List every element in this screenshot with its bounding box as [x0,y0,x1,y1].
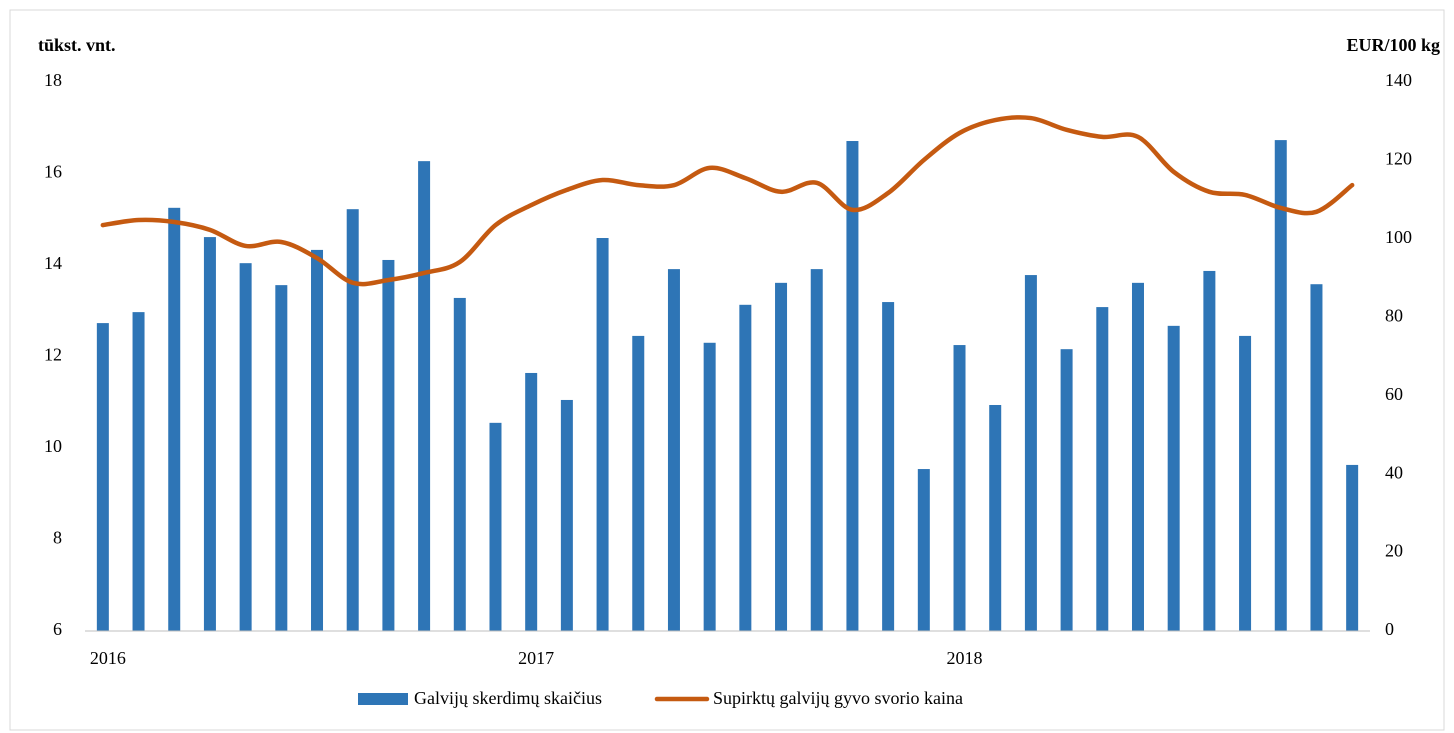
x-tick-label: 2017 [518,648,554,668]
bar [1239,335,1252,631]
line [100,115,1355,287]
y-tick-label: 10 [44,436,62,456]
bar [96,323,109,631]
bar [311,249,324,631]
x-tick-label: 2016 [90,648,126,668]
bar [275,285,288,631]
y-tick-label: 18 [44,70,62,90]
y-tick-label: 6 [53,619,62,639]
y-tick-label: 8 [53,528,62,548]
bar [418,161,431,631]
bar [1131,282,1144,631]
bar [1274,140,1287,632]
bar [739,304,752,631]
bar [917,469,930,631]
bar [703,342,716,631]
bar [810,269,823,631]
bar [1024,275,1037,631]
y2-tick-label: 140 [1385,70,1412,90]
y2-tick-label: 20 [1385,541,1403,561]
bar [489,422,502,631]
bar [239,263,252,631]
y2-tick-label: 0 [1385,619,1394,639]
bar [1310,284,1323,631]
bar [846,141,859,631]
bar [953,345,966,631]
bar [203,237,216,631]
y2-tick-label: 80 [1385,305,1403,325]
chart-frame [9,9,1445,731]
legend-label: Galvijų skerdimų skaičius [414,688,602,708]
y2-tick-label: 40 [1385,462,1403,482]
legend-swatch [358,693,408,705]
bar [596,238,609,631]
bar [1096,307,1109,631]
legend-label: Supirktų galvijų gyvo svorio kaina [713,688,963,708]
y-tick-label: 14 [44,253,62,273]
bar [382,259,395,631]
y-axis-title: tūkst. vnt. [38,35,116,55]
y2-axis-title: EUR/100 kg [1346,35,1440,55]
y2-tick-label: 120 [1385,149,1412,169]
bar [667,269,680,631]
y2-tick-label: 60 [1385,384,1403,404]
bar [560,399,573,631]
bar [168,207,181,631]
y2-tick-label: 100 [1385,227,1412,247]
bar [1167,325,1180,631]
bar [882,302,895,631]
x-tick-label: 2018 [947,648,983,668]
bar [989,404,1002,631]
bar [775,282,788,631]
bar [1346,464,1359,631]
bar [1060,349,1073,631]
bar [1203,270,1216,631]
y-tick-label: 16 [44,162,62,182]
y-tick-label: 12 [44,345,62,365]
bar [132,312,145,631]
bar [346,209,359,631]
bar [525,372,538,631]
bar [453,297,466,631]
bar [632,335,645,631]
